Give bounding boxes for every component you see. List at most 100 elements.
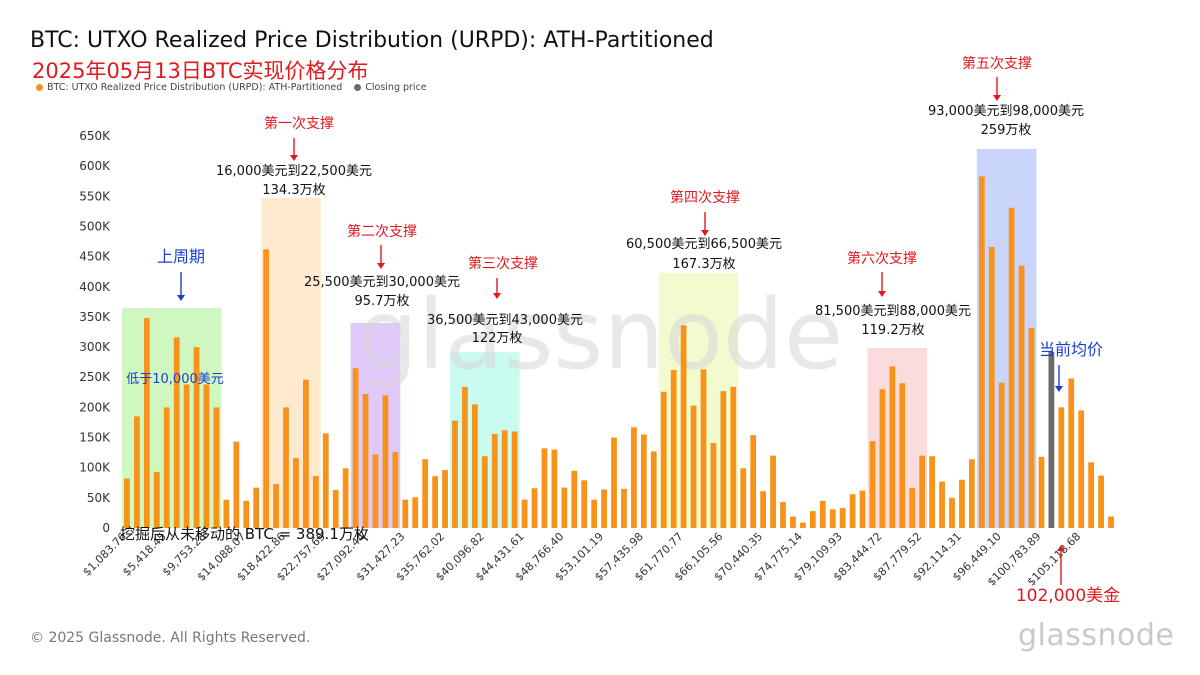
urpd-bar[interactable] <box>919 455 926 528</box>
legend-item-urpd[interactable]: BTC: UTXO Realized Price Distribution (U… <box>36 82 342 93</box>
urpd-bar[interactable] <box>601 489 607 528</box>
urpd-bar[interactable] <box>760 491 767 528</box>
urpd-bar[interactable] <box>631 427 637 528</box>
urpd-bar[interactable] <box>521 499 528 528</box>
urpd-bar[interactable] <box>1098 475 1104 528</box>
urpd-bar[interactable] <box>342 468 349 528</box>
urpd-bar[interactable] <box>1058 407 1065 528</box>
urpd-bar[interactable] <box>571 470 578 528</box>
urpd-bar[interactable] <box>124 478 130 528</box>
urpd-bar[interactable] <box>680 325 687 528</box>
urpd-bar[interactable] <box>412 497 419 528</box>
urpd-bar[interactable] <box>332 490 339 528</box>
urpd-bar[interactable] <box>1028 327 1035 528</box>
urpd-bar[interactable] <box>293 458 299 528</box>
urpd-bar[interactable] <box>1108 516 1114 528</box>
urpd-bar[interactable] <box>551 449 558 528</box>
urpd-bar[interactable] <box>491 433 498 528</box>
urpd-bar[interactable] <box>352 368 359 528</box>
urpd-bar[interactable] <box>998 382 1005 528</box>
urpd-bar[interactable] <box>432 476 438 528</box>
urpd-bar[interactable] <box>173 337 180 528</box>
urpd-bar[interactable] <box>710 442 717 528</box>
urpd-bar[interactable] <box>422 459 429 528</box>
urpd-bar[interactable] <box>700 369 707 528</box>
urpd-bar[interactable] <box>611 437 617 528</box>
urpd-bar[interactable] <box>481 456 488 528</box>
urpd-bar[interactable] <box>253 487 260 528</box>
urpd-bar[interactable] <box>471 404 478 528</box>
urpd-bar[interactable] <box>541 448 548 528</box>
urpd-bar[interactable] <box>800 522 806 528</box>
urpd-bar[interactable] <box>1018 265 1025 528</box>
urpd-bar[interactable] <box>869 441 876 528</box>
urpd-bar[interactable] <box>153 471 160 528</box>
urpd-bar[interactable] <box>959 479 965 528</box>
urpd-bar[interactable] <box>829 509 836 528</box>
urpd-bar[interactable] <box>392 452 399 528</box>
urpd-bar[interactable] <box>670 369 677 528</box>
urpd-bar[interactable] <box>660 391 667 528</box>
urpd-bar[interactable] <box>442 470 448 528</box>
urpd-bar[interactable] <box>899 383 906 528</box>
urpd-bar[interactable] <box>263 249 270 528</box>
urpd-bar[interactable] <box>163 407 170 528</box>
urpd-bar[interactable] <box>312 476 319 528</box>
urpd-bar[interactable] <box>1068 378 1075 528</box>
urpd-bar[interactable] <box>929 456 935 528</box>
urpd-bar[interactable] <box>1038 456 1045 528</box>
urpd-bar[interactable] <box>909 488 916 528</box>
urpd-bar[interactable] <box>233 441 240 528</box>
urpd-bar[interactable] <box>511 431 518 528</box>
urpd-bar[interactable] <box>501 430 508 528</box>
urpd-bar[interactable] <box>382 395 389 528</box>
urpd-bar[interactable] <box>839 508 846 528</box>
urpd-bar[interactable] <box>849 494 856 528</box>
urpd-bar[interactable] <box>591 499 598 528</box>
urpd-bar[interactable] <box>968 459 975 528</box>
urpd-bar[interactable] <box>283 407 289 528</box>
urpd-bar[interactable] <box>452 420 458 528</box>
urpd-bar[interactable] <box>690 405 697 528</box>
urpd-bar[interactable] <box>988 246 995 528</box>
urpd-bar[interactable] <box>730 386 737 528</box>
urpd-bar[interactable] <box>790 516 796 528</box>
urpd-bar[interactable] <box>213 407 220 528</box>
urpd-bar[interactable] <box>372 454 379 528</box>
urpd-bar[interactable] <box>889 366 896 528</box>
urpd-bar[interactable] <box>978 176 985 528</box>
urpd-bar[interactable] <box>1088 462 1095 528</box>
urpd-bar[interactable] <box>462 386 468 528</box>
urpd-bar[interactable] <box>780 502 786 528</box>
urpd-bar[interactable] <box>193 347 200 528</box>
urpd-bar[interactable] <box>859 490 866 528</box>
urpd-bar[interactable] <box>223 499 230 528</box>
urpd-bar[interactable] <box>402 499 409 528</box>
urpd-bar[interactable] <box>531 488 538 528</box>
urpd-bar[interactable] <box>740 468 747 528</box>
urpd-bar[interactable] <box>183 384 190 528</box>
closing-price-bar[interactable] <box>1048 351 1055 528</box>
urpd-bar[interactable] <box>362 394 369 528</box>
urpd-bar[interactable] <box>134 416 140 528</box>
urpd-bar[interactable] <box>621 488 627 528</box>
urpd-bar[interactable] <box>143 318 150 528</box>
urpd-bar[interactable] <box>819 500 826 528</box>
urpd-bar[interactable] <box>322 433 329 528</box>
legend-item-closing[interactable]: Closing price <box>354 82 427 93</box>
urpd-bar[interactable] <box>303 379 309 528</box>
urpd-bar[interactable] <box>1078 410 1085 528</box>
urpd-bar[interactable] <box>640 434 647 528</box>
urpd-bar[interactable] <box>809 511 816 528</box>
urpd-bar[interactable] <box>939 481 945 528</box>
urpd-bar[interactable] <box>770 455 776 528</box>
urpd-bar[interactable] <box>879 389 886 528</box>
urpd-bar[interactable] <box>949 497 955 528</box>
urpd-bar[interactable] <box>581 480 588 528</box>
urpd-bar[interactable] <box>561 487 568 528</box>
urpd-bar[interactable] <box>720 391 727 528</box>
urpd-bar[interactable] <box>750 435 757 528</box>
urpd-bar[interactable] <box>273 483 279 528</box>
urpd-bar[interactable] <box>243 500 250 528</box>
urpd-bar[interactable] <box>1008 207 1015 528</box>
